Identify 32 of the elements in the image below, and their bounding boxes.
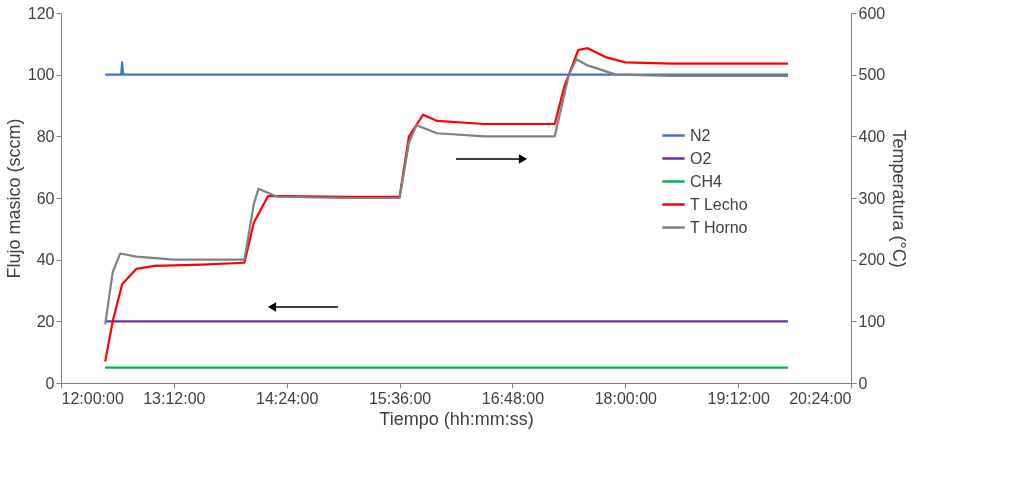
x-tick-label: 18:00:00 bbox=[594, 389, 658, 407]
y2-tick-label: 100 bbox=[858, 312, 886, 330]
x-tick-label: 20:24:00 bbox=[789, 389, 852, 407]
y-tick-label: 100 bbox=[27, 66, 55, 84]
legend-label: T Lecho bbox=[690, 195, 748, 213]
legend-label: N2 bbox=[690, 126, 711, 144]
line-series bbox=[104, 47, 790, 363]
y-tick-label: 40 bbox=[36, 251, 55, 269]
y2-tick-label: 200 bbox=[858, 251, 886, 269]
x-tick-label: 16:48:00 bbox=[481, 389, 545, 407]
legend-label: O2 bbox=[690, 149, 712, 167]
y-axis-title: Flujo masico (sccm) bbox=[3, 118, 24, 279]
y-tick-label: 60 bbox=[36, 189, 55, 207]
x-tick-label: 14:24:00 bbox=[256, 389, 319, 407]
x-tick-label: 19:12:00 bbox=[707, 389, 770, 407]
y2-tick-label: 600 bbox=[858, 4, 886, 22]
y2-tick-label: 0 bbox=[858, 374, 868, 392]
y2-tick-label: 400 bbox=[858, 127, 886, 145]
x-tick-label: 13:12:00 bbox=[143, 389, 206, 407]
x-axis-title: Tiempo (hh:mm:ss) bbox=[379, 408, 534, 429]
y-tick-label: 120 bbox=[27, 4, 55, 22]
x-tick-label: 12:00:00 bbox=[61, 389, 124, 407]
legend-label: CH4 bbox=[690, 172, 723, 190]
y-tick-label: 0 bbox=[45, 374, 55, 392]
y2-tick-label: 300 bbox=[858, 189, 886, 207]
y2-axis-title: Temperatura (°C) bbox=[889, 129, 910, 268]
legend-label: T Horno bbox=[690, 218, 748, 236]
y2-tick-label: 500 bbox=[858, 66, 886, 84]
x-tick-label: 15:36:00 bbox=[368, 389, 432, 407]
y-tick-label: 20 bbox=[36, 312, 55, 330]
y-tick-label: 80 bbox=[36, 127, 55, 145]
line-series bbox=[104, 58, 790, 326]
